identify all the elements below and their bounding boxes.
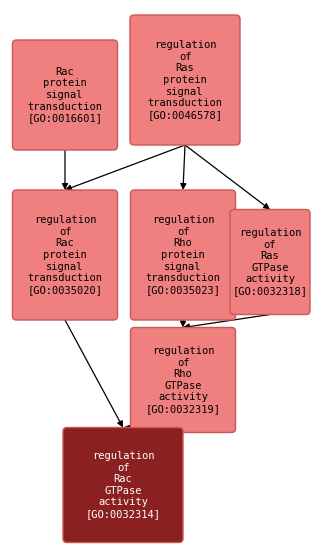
Text: regulation
of
Rho
protein
signal
transduction
[GO:0035023]: regulation of Rho protein signal transdu… bbox=[146, 215, 220, 295]
Text: regulation
of
Rac
GTPase
activity
[GO:0032314]: regulation of Rac GTPase activity [GO:00… bbox=[86, 451, 160, 519]
FancyBboxPatch shape bbox=[63, 427, 183, 542]
Text: regulation
of
Rac
protein
signal
transduction
[GO:0035020]: regulation of Rac protein signal transdu… bbox=[27, 215, 103, 295]
FancyBboxPatch shape bbox=[12, 40, 118, 150]
FancyBboxPatch shape bbox=[230, 210, 310, 315]
Text: regulation
of
Ras
GTPase
activity
[GO:0032318]: regulation of Ras GTPase activity [GO:00… bbox=[233, 228, 308, 296]
Text: regulation
of
Ras
protein
signal
transduction
[GO:0046578]: regulation of Ras protein signal transdu… bbox=[147, 40, 222, 120]
Text: regulation
of
Rho
GTPase
activity
[GO:0032319]: regulation of Rho GTPase activity [GO:00… bbox=[146, 346, 220, 414]
FancyBboxPatch shape bbox=[12, 190, 118, 320]
FancyBboxPatch shape bbox=[131, 327, 235, 432]
Text: Rac
protein
signal
transduction
[GO:0016601]: Rac protein signal transduction [GO:0016… bbox=[27, 67, 103, 123]
FancyBboxPatch shape bbox=[130, 15, 240, 145]
FancyBboxPatch shape bbox=[131, 190, 235, 320]
